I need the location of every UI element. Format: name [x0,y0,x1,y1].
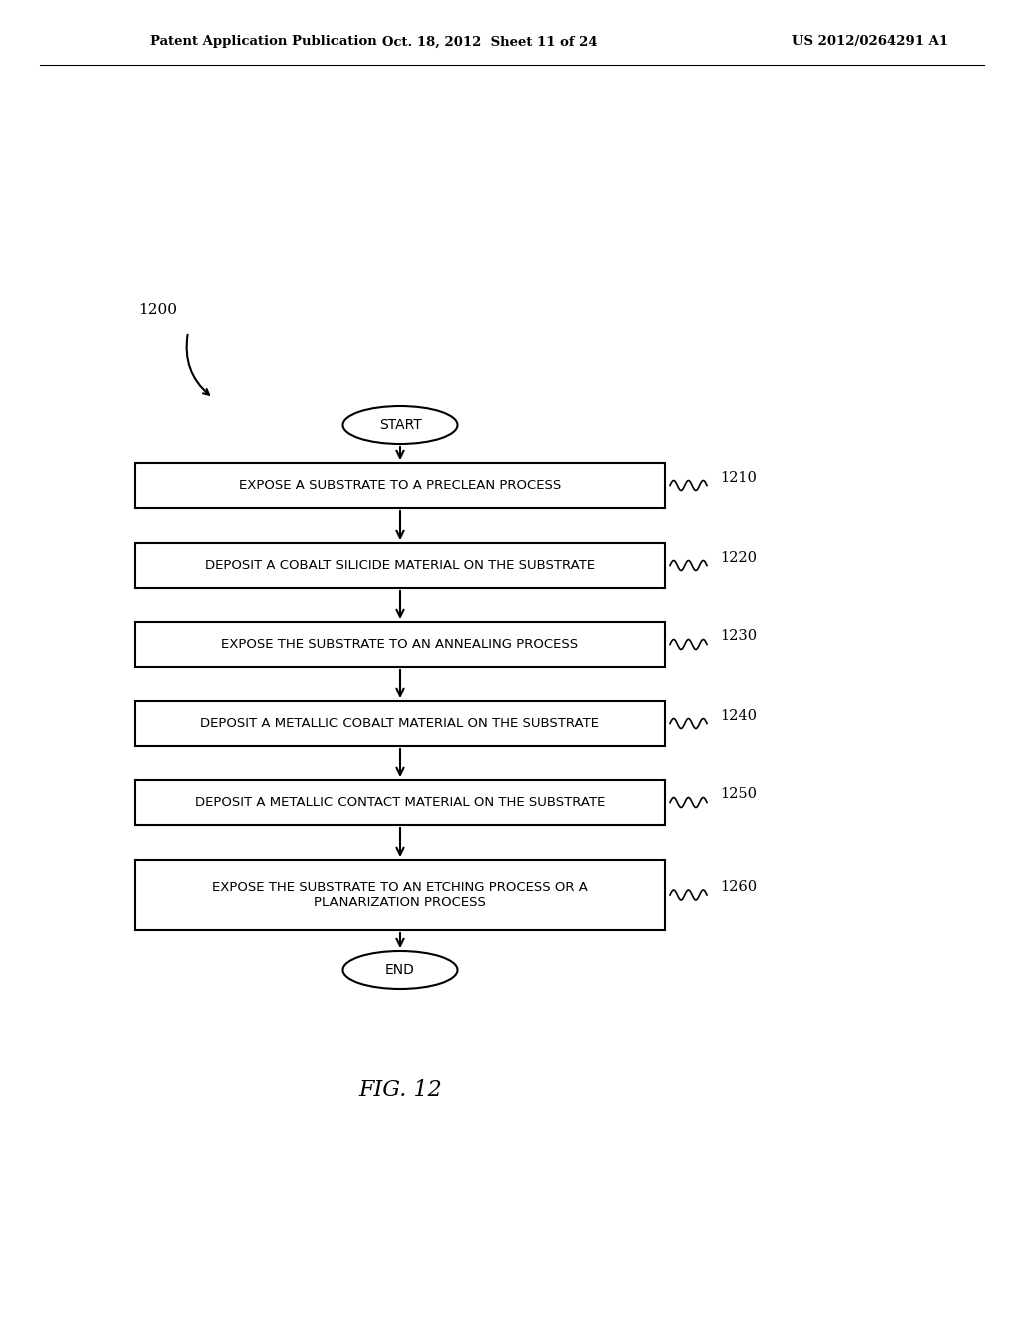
Text: Oct. 18, 2012  Sheet 11 of 24: Oct. 18, 2012 Sheet 11 of 24 [382,36,598,49]
Text: START: START [379,418,421,432]
FancyBboxPatch shape [135,463,665,508]
Text: 1200: 1200 [138,304,177,317]
Text: 1260: 1260 [720,880,757,894]
Text: 1230: 1230 [720,630,757,644]
Text: DEPOSIT A COBALT SILICIDE MATERIAL ON THE SUBSTRATE: DEPOSIT A COBALT SILICIDE MATERIAL ON TH… [205,558,595,572]
Text: EXPOSE THE SUBSTRATE TO AN ANNEALING PROCESS: EXPOSE THE SUBSTRATE TO AN ANNEALING PRO… [221,638,579,651]
FancyBboxPatch shape [135,543,665,587]
FancyBboxPatch shape [135,861,665,931]
Text: FIG. 12: FIG. 12 [358,1078,442,1101]
Text: EXPOSE THE SUBSTRATE TO AN ETCHING PROCESS OR A
PLANARIZATION PROCESS: EXPOSE THE SUBSTRATE TO AN ETCHING PROCE… [212,880,588,909]
Text: 1210: 1210 [720,470,757,484]
Text: EXPOSE A SUBSTRATE TO A PRECLEAN PROCESS: EXPOSE A SUBSTRATE TO A PRECLEAN PROCESS [239,479,561,492]
FancyBboxPatch shape [135,701,665,746]
Text: END: END [385,964,415,977]
Text: US 2012/0264291 A1: US 2012/0264291 A1 [792,36,948,49]
Text: 1240: 1240 [720,709,757,722]
Text: DEPOSIT A METALLIC COBALT MATERIAL ON THE SUBSTRATE: DEPOSIT A METALLIC COBALT MATERIAL ON TH… [201,717,599,730]
Text: 1220: 1220 [720,550,757,565]
Ellipse shape [342,407,458,444]
FancyBboxPatch shape [135,780,665,825]
Text: DEPOSIT A METALLIC CONTACT MATERIAL ON THE SUBSTRATE: DEPOSIT A METALLIC CONTACT MATERIAL ON T… [195,796,605,809]
Text: 1250: 1250 [720,788,757,801]
Ellipse shape [342,950,458,989]
Text: Patent Application Publication: Patent Application Publication [150,36,377,49]
FancyBboxPatch shape [135,622,665,667]
